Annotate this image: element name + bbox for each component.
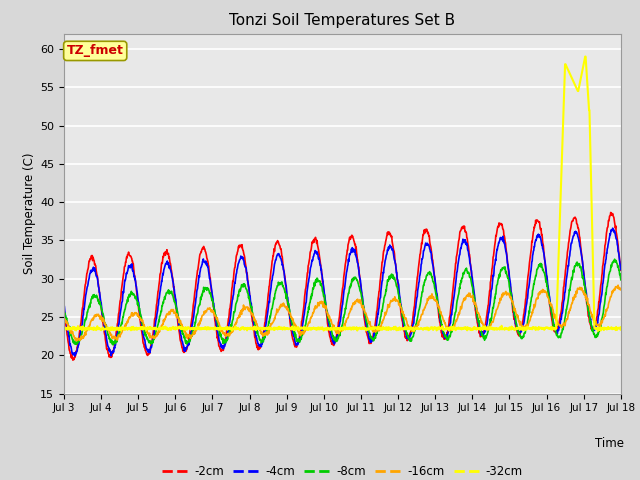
Legend: -2cm, -4cm, -8cm, -16cm, -32cm: -2cm, -4cm, -8cm, -16cm, -32cm [157, 461, 527, 480]
X-axis label: Time: Time [595, 437, 624, 450]
Text: TZ_fmet: TZ_fmet [67, 44, 124, 58]
Y-axis label: Soil Temperature (C): Soil Temperature (C) [23, 153, 36, 275]
Title: Tonzi Soil Temperatures Set B: Tonzi Soil Temperatures Set B [229, 13, 456, 28]
